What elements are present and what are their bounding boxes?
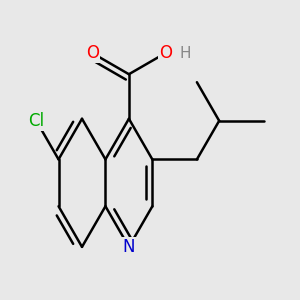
Text: H: H xyxy=(180,46,191,61)
Text: N: N xyxy=(123,238,135,256)
Text: Cl: Cl xyxy=(28,112,44,130)
Text: O: O xyxy=(159,44,172,62)
Text: O: O xyxy=(86,44,99,62)
